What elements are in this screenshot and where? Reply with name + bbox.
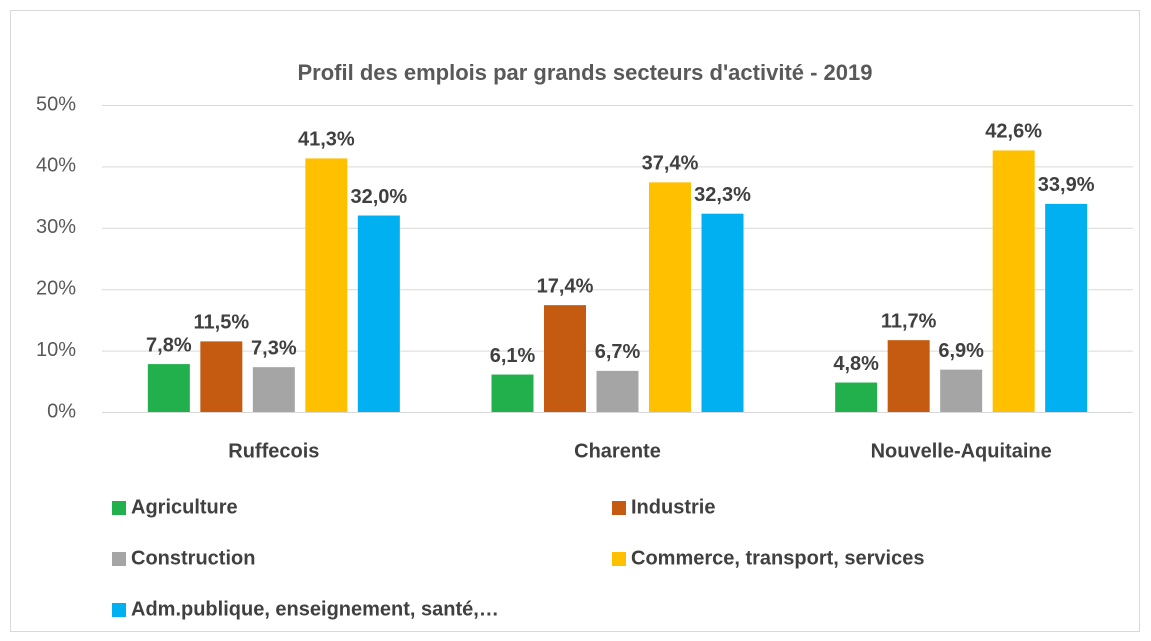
legend-label: Agriculture [131,496,238,518]
bar [992,150,1035,412]
data-label: 37,4% [642,153,699,175]
y-tick-label: 20% [36,277,76,299]
legend-label: Adm.publique, enseignement, santé,… [131,598,499,620]
y-tick-label: 10% [36,339,76,361]
legend-label: Construction [131,547,255,569]
data-label: 11,7% [881,310,937,332]
x-tick-label: Charente [574,440,661,462]
bar [200,341,243,412]
bar [252,367,295,412]
data-label: 41,3% [298,129,355,151]
data-label: 32,3% [694,184,751,206]
bar [147,364,190,412]
bar [357,215,400,412]
y-tick-label: 50% [36,93,76,115]
legend-swatch [112,552,126,566]
data-label: 42,6% [985,121,1042,143]
data-label: 32,0% [350,186,407,208]
legend-swatch [112,603,126,617]
data-label: 6,7% [595,341,641,363]
data-label: 4,8% [833,353,879,375]
y-tick-label: 0% [47,400,76,422]
bar [1045,203,1088,412]
bar [649,182,691,412]
bar [835,382,878,412]
legend-label: Commerce, transport, services [631,547,924,569]
data-label: 7,8% [146,334,192,356]
bar [491,374,534,412]
y-tick-label: 40% [36,155,76,177]
data-label: 6,1% [490,345,536,367]
bar [305,158,348,412]
data-label: 7,3% [251,337,297,359]
bar [596,370,639,412]
bar [887,340,930,412]
data-label: 6,9% [938,340,984,362]
bar [940,369,983,412]
data-label: 17,4% [537,275,594,297]
data-label: 33,9% [1038,174,1095,196]
legend-label: Industrie [631,496,715,518]
x-tick-label: Ruffecois [228,440,319,462]
chart-title: Profil des emplois par grands secteurs d… [297,60,872,85]
bar [544,305,586,412]
x-tick-label: Nouvelle-Aquitaine [871,440,1052,462]
y-tick-label: 30% [36,216,76,238]
bar [701,213,744,412]
legend-swatch [112,501,126,515]
data-label: 11,5% [194,312,250,334]
legend-swatch [612,552,626,566]
legend-swatch [612,501,626,515]
